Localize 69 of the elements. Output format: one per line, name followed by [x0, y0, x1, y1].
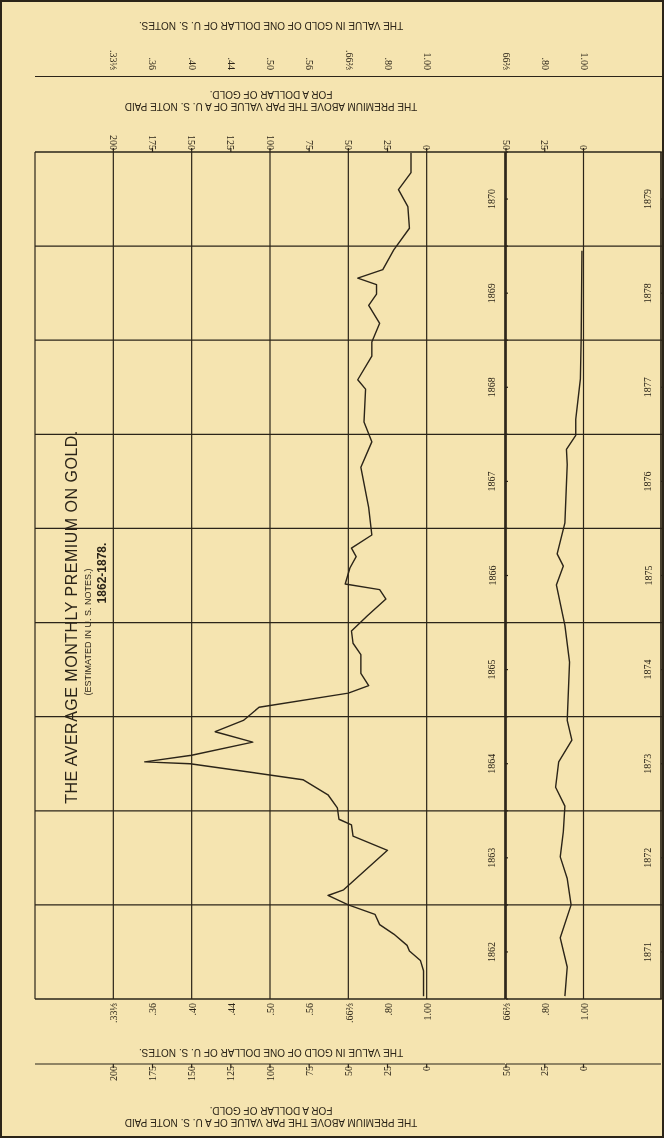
y-tick-label: 1872: [642, 847, 654, 868]
text: .44: [225, 57, 237, 70]
x-tick-label: 0: [421, 145, 433, 150]
y-tick-label: 1878: [642, 283, 654, 304]
text: 1.00: [422, 52, 433, 70]
text: .40: [186, 57, 198, 70]
x-tick-label: 150: [186, 135, 198, 150]
x2-tick-label: 25: [539, 1066, 551, 1076]
x-tick-label: 75: [303, 140, 315, 150]
x2-axis-title: THE PREMIUM ABOVE THE PAR VALUE OF A U. S. NOTE PAID FOR A DOLLAR OF GOLD.: [123, 88, 418, 112]
text: .56: [304, 57, 316, 70]
text: .44: [225, 1003, 237, 1016]
text: .80: [382, 57, 394, 70]
text: 1.00: [422, 1003, 433, 1021]
text: THE AVERAGE MONTHLY PREMIUM ON GOLD.: [63, 430, 81, 804]
text: .50: [265, 1003, 276, 1016]
x2-tick-label: 50: [342, 1066, 354, 1076]
x2-tick-label: 200: [107, 1066, 119, 1081]
y-tick-label: 1867: [486, 471, 498, 492]
x-tick-label: 25: [539, 140, 551, 150]
y-tick-label: 1862: [486, 941, 498, 962]
y-tick-label: 1876: [642, 471, 654, 492]
text: .66⅔: [343, 50, 355, 71]
annotation: 1862-1878.: [95, 542, 109, 604]
x2-tick-label: 125: [225, 1066, 237, 1081]
x-axis-title: THE PREMIUM ABOVE THE PAR VALUE OF A U. S. NOTE PAID FOR A DOLLAR OF GOLD.: [123, 1104, 418, 1128]
x-tick-label: 175: [147, 135, 158, 150]
text: .33⅓: [108, 1002, 119, 1023]
x2-tick-label: 100: [264, 1066, 276, 1081]
y-tick-label: 1879: [642, 189, 654, 210]
x-tick-label: 200: [107, 135, 119, 150]
x-tick-label: 100: [264, 135, 276, 150]
text: 1.00: [578, 52, 590, 70]
x-tick-label: 50: [342, 140, 354, 150]
x2-tick-label: 150: [186, 1066, 198, 1081]
y-tick-label: 1866: [486, 565, 498, 586]
y-tick-label: 1873: [642, 753, 654, 774]
x2-tick-label: 50: [500, 1066, 512, 1076]
y-tick-label: 1875: [642, 565, 654, 586]
text: .80: [539, 57, 551, 70]
y-tick-label: 1870: [486, 189, 498, 210]
x2-tick-label: 175: [147, 1066, 158, 1081]
text: .36: [147, 57, 159, 70]
text: .66⅔: [343, 1002, 355, 1023]
text: 66⅔: [500, 1002, 512, 1021]
text: THE VALUE IN GOLD OF ONE DOLLAR OF U. S. NOTES.: [137, 19, 404, 33]
text: .33⅓: [108, 50, 119, 71]
x2-tick-label: 0: [421, 1066, 433, 1071]
text: .80: [382, 1003, 394, 1016]
text: .56: [304, 1003, 316, 1016]
y-tick-label: 1865: [486, 659, 498, 680]
y-tick-label: 1868: [486, 377, 498, 398]
y-tick-label: 1864: [486, 753, 498, 774]
y-tick-label: 1863: [486, 847, 498, 868]
y-tick-label: 1877: [642, 377, 654, 398]
y-tick-label: 1869: [486, 283, 498, 304]
text: 1.00: [578, 1003, 590, 1021]
x2-tick-label: 25: [382, 1066, 393, 1076]
y-tick-label: 1874: [642, 659, 654, 680]
text: .50: [265, 57, 276, 70]
text: .36: [147, 1003, 159, 1016]
x-tick-label: 50: [500, 140, 512, 150]
text: 66⅔: [500, 52, 512, 71]
x2-tick-label: 75: [303, 1066, 315, 1076]
text: .40: [186, 1003, 198, 1016]
y-tick-label: 1871: [642, 941, 654, 962]
text: THE VALUE IN GOLD OF ONE DOLLAR OF U. S. NOTES.: [137, 1046, 404, 1060]
text: .80: [539, 1003, 551, 1016]
x-tick-label: 125: [225, 135, 237, 150]
